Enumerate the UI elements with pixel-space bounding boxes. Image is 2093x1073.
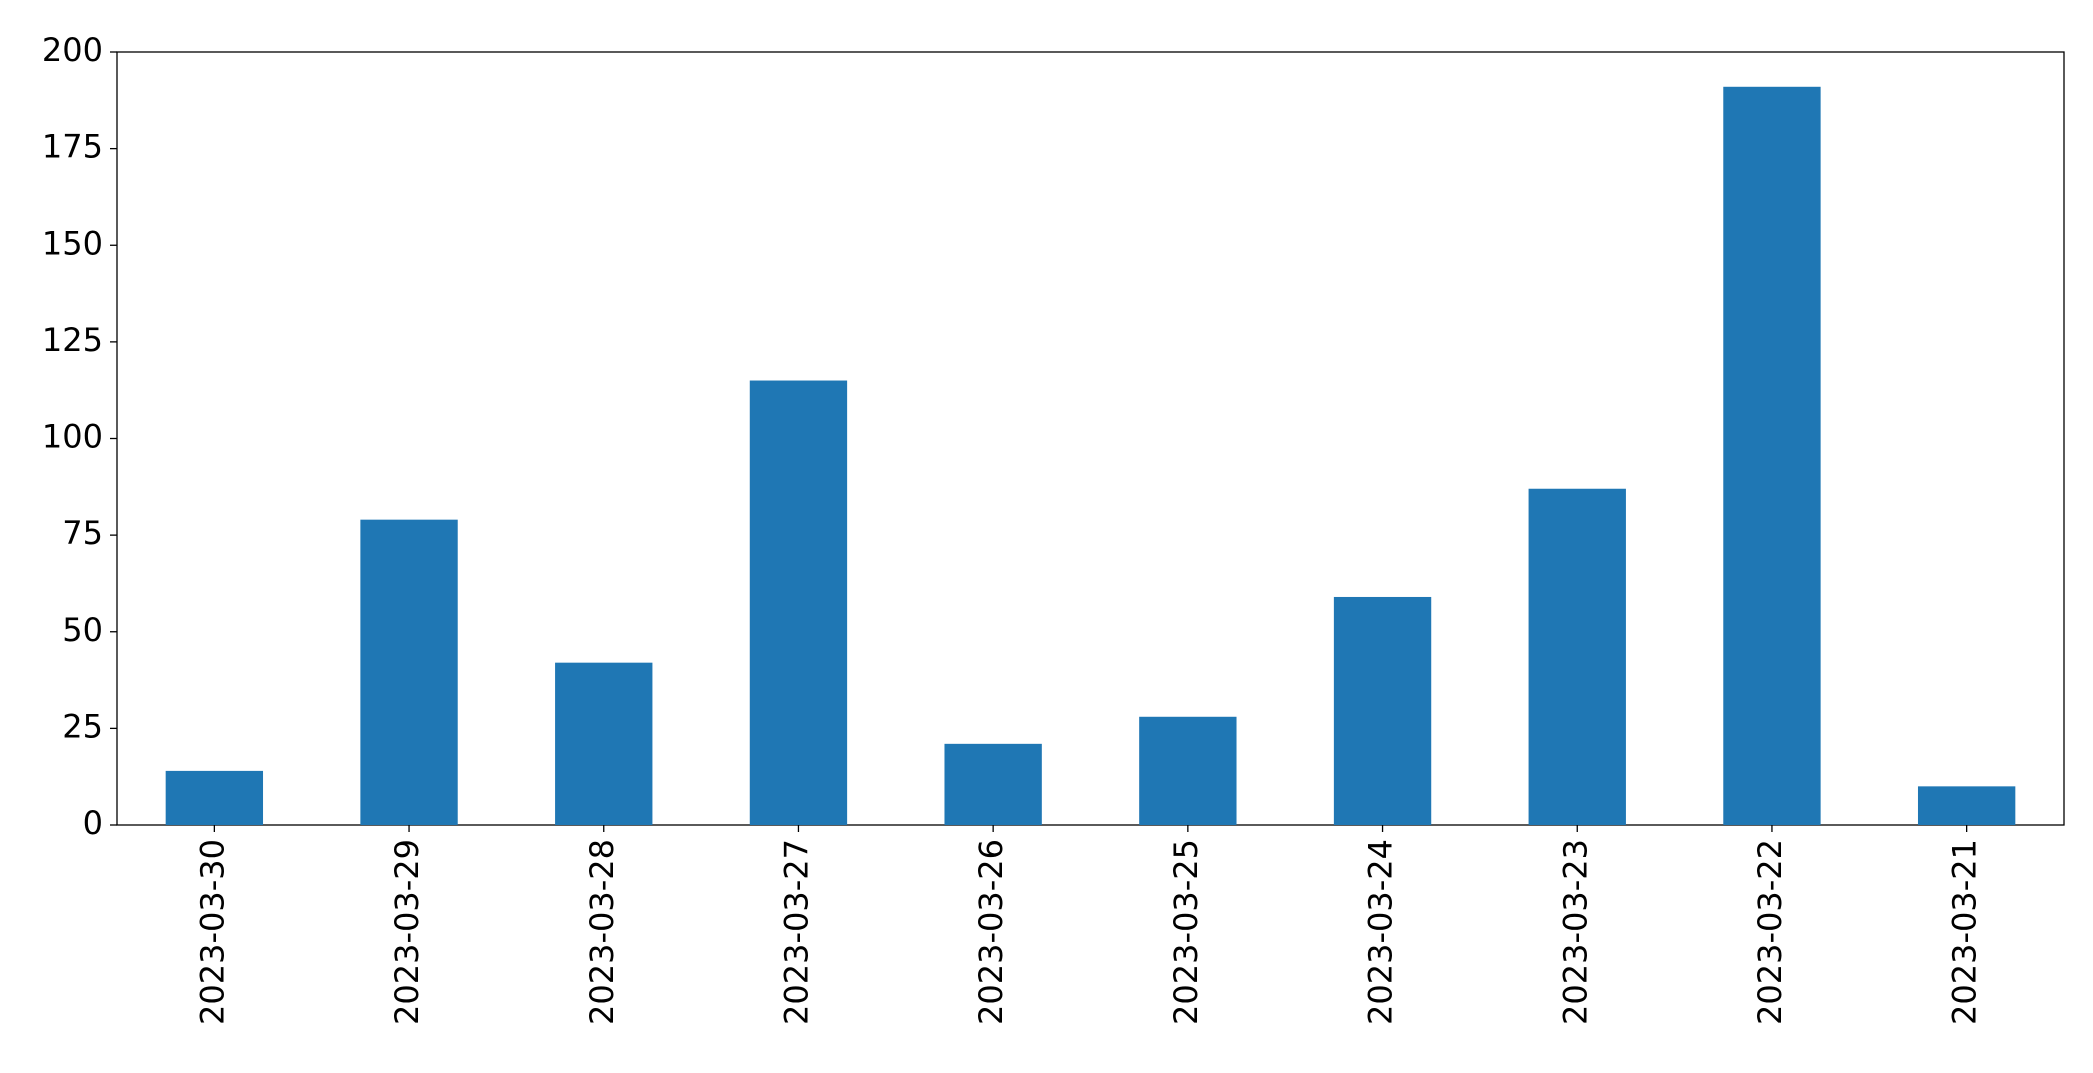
y-tick-label: 100 xyxy=(42,418,103,456)
y-tick-label: 25 xyxy=(62,707,103,745)
x-tick-label: 2023-03-21 xyxy=(1946,839,1984,1025)
bar xyxy=(360,519,458,825)
bar xyxy=(165,770,264,825)
y-tick-label: 150 xyxy=(42,224,103,262)
bar xyxy=(1139,716,1237,825)
x-tick-label: 2023-03-27 xyxy=(777,839,815,1025)
x-tick-label: 2023-03-25 xyxy=(1167,839,1205,1025)
bar xyxy=(749,380,848,825)
y-tick-label: 0 xyxy=(83,804,103,842)
bar xyxy=(1723,86,1821,825)
y-tick-label: 50 xyxy=(62,611,103,649)
x-tick-label: 2023-03-23 xyxy=(1556,839,1594,1025)
bar xyxy=(555,662,653,825)
bar xyxy=(944,743,1042,825)
x-tick-label: 2023-03-26 xyxy=(972,839,1010,1025)
x-tick-label: 2023-03-22 xyxy=(1751,839,1789,1025)
bar xyxy=(1528,488,1626,825)
y-tick-label: 75 xyxy=(62,514,103,552)
bar xyxy=(1917,786,2016,825)
x-tick-label: 2023-03-24 xyxy=(1362,839,1400,1025)
y-tick-label: 175 xyxy=(42,128,103,166)
bar xyxy=(1333,596,1432,825)
y-tick-label: 125 xyxy=(42,321,103,359)
x-tick-label: 2023-03-29 xyxy=(388,839,426,1025)
y-tick-label: 200 xyxy=(42,31,103,69)
x-tick-label: 2023-03-30 xyxy=(193,839,231,1025)
x-tick-label: 2023-03-28 xyxy=(583,839,621,1025)
